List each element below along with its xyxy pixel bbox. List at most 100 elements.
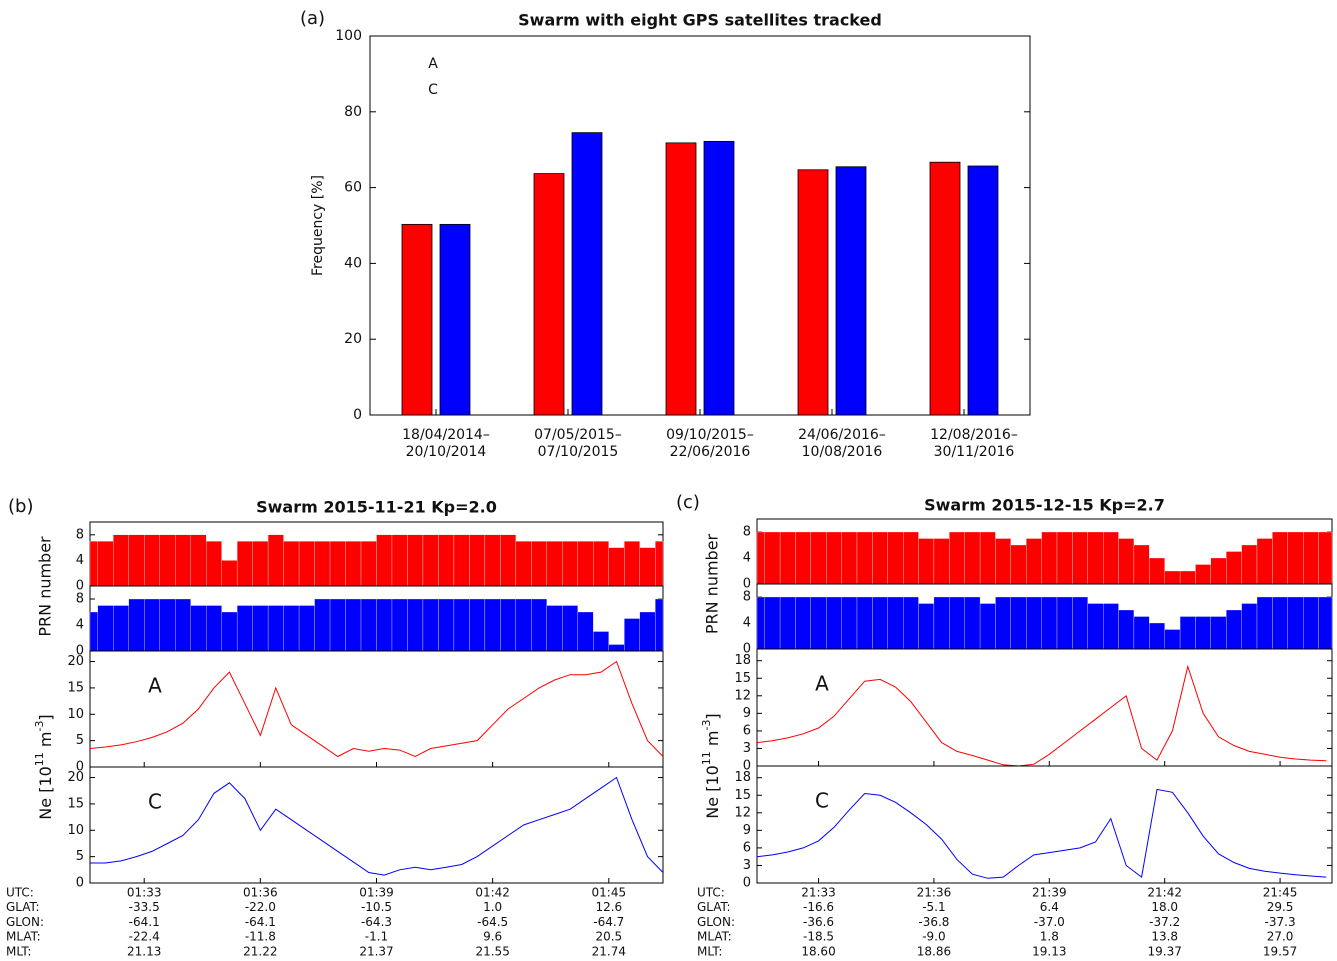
y-tick-label: 4 xyxy=(76,553,84,568)
footer-value: 13.8 xyxy=(1151,930,1178,944)
x-tick-label-line: 07/10/2015 xyxy=(538,444,619,460)
y-tick-label: 0 xyxy=(76,876,84,891)
footer-value: 27.0 xyxy=(1267,930,1294,944)
prn-bar xyxy=(1041,596,1058,650)
prn-bar xyxy=(267,605,284,652)
prn-bar xyxy=(515,541,532,587)
prn-bar xyxy=(128,598,145,652)
footer-value: -33.5 xyxy=(129,900,160,914)
prn-bar xyxy=(391,534,408,587)
footer-value: -36.8 xyxy=(918,915,949,929)
prn-bar xyxy=(175,598,191,652)
prn-bar xyxy=(841,531,858,585)
panel-label: (a) xyxy=(300,8,325,29)
prn-bar xyxy=(841,596,858,650)
y-tick-label: 15 xyxy=(734,788,751,803)
prn-bar xyxy=(1195,616,1211,650)
footer-value: -22.0 xyxy=(245,900,276,914)
prn-bar xyxy=(329,598,346,652)
bar xyxy=(835,166,867,416)
prn-bar xyxy=(236,541,253,587)
footer-label: UTC: xyxy=(697,886,725,900)
prn-bar xyxy=(639,547,656,587)
prn-bar xyxy=(1318,531,1333,585)
footer-value: -64.7 xyxy=(593,915,624,929)
prn-bar xyxy=(500,598,517,652)
prn-bar xyxy=(810,596,827,650)
y-tick-label: 10 xyxy=(67,707,84,722)
y-axis-label-part: 11 xyxy=(33,752,46,766)
footer-value: -18.5 xyxy=(803,930,834,944)
prn-bar xyxy=(360,598,377,652)
prn-bar xyxy=(1210,616,1227,650)
prn-bar xyxy=(546,605,563,652)
y-axis-label-part: Ne [10 xyxy=(36,766,55,820)
x-tick-label: 21:39 xyxy=(1032,886,1067,900)
prn-bar xyxy=(360,541,377,587)
prn-bar xyxy=(422,534,439,587)
x-tick-label: 18/04/2014– 20/10/2014 xyxy=(402,427,490,460)
panel-label: (c) xyxy=(676,492,700,513)
prn-bar xyxy=(1010,544,1027,585)
prn-bar xyxy=(979,603,996,650)
prn-bar xyxy=(577,541,594,587)
prn-bar xyxy=(1303,531,1319,585)
x-tick-label: 24/06/2016– 10/08/2016 xyxy=(798,427,886,460)
prn-bar xyxy=(1056,596,1073,650)
prn-bar xyxy=(608,547,625,587)
footer-value: -37.2 xyxy=(1149,915,1180,929)
prn-bar xyxy=(1210,557,1227,585)
x-tick-label: 12/08/2016– 30/11/2016 xyxy=(930,427,1018,460)
prn-bar xyxy=(97,541,114,587)
prn-bar xyxy=(1087,603,1104,650)
bar xyxy=(571,132,603,416)
prn-bar xyxy=(562,605,578,652)
footer-value: 9.6 xyxy=(483,930,502,944)
footer-value: -36.6 xyxy=(803,915,834,929)
x-tick-label: 01:45 xyxy=(592,886,627,900)
footer-value: 20.5 xyxy=(595,930,622,944)
prn-bar xyxy=(887,596,904,650)
prn-bar xyxy=(979,531,996,585)
prn-bar xyxy=(298,541,315,587)
footer-value: 19.37 xyxy=(1148,944,1182,958)
prn-bar xyxy=(918,603,935,650)
footer-value: -16.6 xyxy=(803,900,834,914)
series-name: C xyxy=(148,790,162,814)
prn-bar xyxy=(159,534,176,587)
x-tick-label: 09/10/2015– 22/06/2016 xyxy=(666,427,754,460)
y-tick-label: 0 xyxy=(743,642,751,657)
x-tick-label-line: 24/06/2016– xyxy=(798,427,886,443)
footer-value: 1.0 xyxy=(483,900,502,914)
y-tick-label: 0 xyxy=(743,876,751,891)
prn-bar xyxy=(1179,616,1196,650)
y-tick-label: 0 xyxy=(743,577,751,592)
y-tick-label: 8 xyxy=(76,527,84,542)
prn-bar xyxy=(1026,596,1042,650)
prn-bar xyxy=(1010,596,1027,650)
legend-entry: A xyxy=(428,56,438,72)
y-axis-label: Frequency [%] xyxy=(310,175,326,276)
footer-value: 19.13 xyxy=(1032,944,1066,958)
prn-bar xyxy=(314,598,331,652)
prn-bar xyxy=(903,596,919,650)
prn-bar xyxy=(376,534,393,587)
footer-label: GLAT: xyxy=(6,900,40,914)
prn-bar xyxy=(531,598,548,652)
footer-value: 1.8 xyxy=(1040,930,1059,944)
footer-value: 29.5 xyxy=(1267,900,1294,914)
prn-bar xyxy=(764,531,781,585)
prn-bar xyxy=(314,541,331,587)
prn-bar xyxy=(608,644,625,652)
prn-bar xyxy=(175,534,191,587)
footer-label: GLAT: xyxy=(697,900,731,914)
prn-bar xyxy=(205,605,222,652)
prn-bar xyxy=(1041,531,1058,585)
y-axis-label-part: -3 xyxy=(700,720,713,731)
prn-bar xyxy=(1103,603,1119,650)
ne-line xyxy=(756,664,1327,767)
footer-label: MLAT: xyxy=(6,930,41,944)
x-tick-label-line: 22/06/2016 xyxy=(670,444,751,460)
y-axis-label: Ne [1011 m-3] xyxy=(700,713,722,818)
